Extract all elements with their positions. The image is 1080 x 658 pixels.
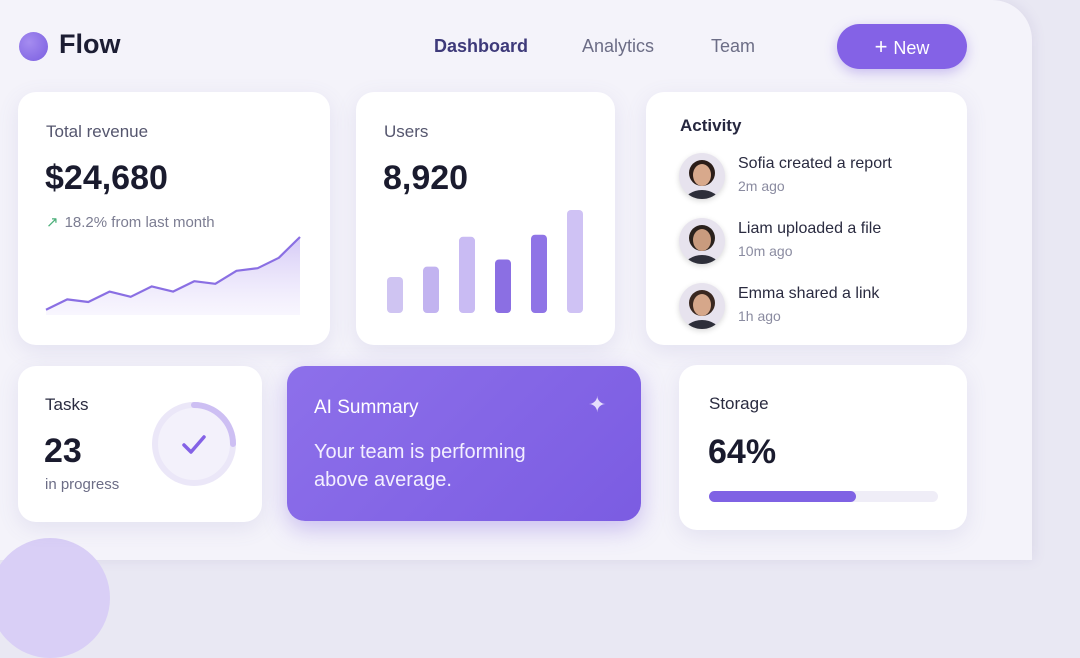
tasks-ring xyxy=(152,402,236,486)
tasks-card: Tasks 23 in progress xyxy=(18,366,262,522)
users-value: 8,920 xyxy=(383,159,469,197)
avatar-image xyxy=(684,290,720,329)
decor-circle xyxy=(0,538,110,658)
change-text: 18.2% from last month xyxy=(64,214,215,231)
logo: Flow xyxy=(59,29,121,59)
logo-icon xyxy=(19,32,48,61)
sparkline-area xyxy=(46,237,300,315)
avatar xyxy=(679,218,725,264)
bar xyxy=(387,276,403,313)
ring-arc xyxy=(191,402,236,447)
check-icon xyxy=(182,435,206,454)
activity-time: 10m ago xyxy=(738,243,793,259)
sparkline xyxy=(45,236,301,311)
bar xyxy=(459,236,475,313)
progress-fill xyxy=(709,491,856,502)
card-title: Users xyxy=(384,122,429,141)
change: ↗ 18.2% from last month xyxy=(46,213,215,231)
nav-link[interactable]: Team xyxy=(711,36,756,56)
sparkle-icon: ✦ xyxy=(588,392,607,417)
avatar-image xyxy=(684,160,720,199)
revenue-value: $24,680 xyxy=(45,159,168,197)
storage-card: Storage 64% xyxy=(679,365,967,530)
summary-text: Your team is performing above average. xyxy=(314,441,526,491)
progress-track xyxy=(709,491,938,502)
users-card: Users 8,920 xyxy=(356,92,615,345)
page: Flow Dashboard Analytics Team + New Total… xyxy=(0,0,1032,658)
activity-time: 2m ago xyxy=(738,178,785,194)
avatar xyxy=(679,153,725,199)
tasks-value: 23 xyxy=(44,432,82,470)
sparkline-chart xyxy=(45,236,301,315)
tasks-note: in progress xyxy=(45,476,120,493)
card-title: Activity xyxy=(680,116,742,135)
nav-link[interactable]: Dashboard xyxy=(434,36,529,56)
activity-text: Emma shared a link xyxy=(738,285,880,302)
activity-text: Liam uploaded a file xyxy=(738,220,882,237)
ai-summary-card: AI Summary ✦ Your team is performing abo… xyxy=(287,366,641,521)
activity-card: Activity Sofia created a report 2m ago Lia… xyxy=(646,92,967,345)
plus-icon: + xyxy=(874,34,888,59)
storage-value: 64% xyxy=(708,433,777,471)
activity-time: 1h ago xyxy=(738,308,781,324)
button-label: New xyxy=(893,38,930,58)
card-title: Total revenue xyxy=(46,122,149,141)
bar xyxy=(531,234,547,313)
bar xyxy=(423,266,439,313)
avatar-image xyxy=(684,225,720,264)
card-title: Storage xyxy=(709,394,769,413)
card-title: Tasks xyxy=(45,395,89,414)
card-title: AI Summary xyxy=(314,397,419,418)
new-button[interactable]: + New xyxy=(837,24,967,69)
bar xyxy=(495,259,511,313)
bar-chart xyxy=(387,210,583,313)
up-arrow: ↗ xyxy=(46,214,59,231)
nav-link[interactable]: Analytics xyxy=(582,36,655,56)
revenue-card: Total revenue $24,680 ↗ 18.2% from last m… xyxy=(18,92,330,345)
bar xyxy=(567,210,583,313)
activity-text: Sofia created a report xyxy=(738,155,892,172)
avatar xyxy=(679,283,725,329)
